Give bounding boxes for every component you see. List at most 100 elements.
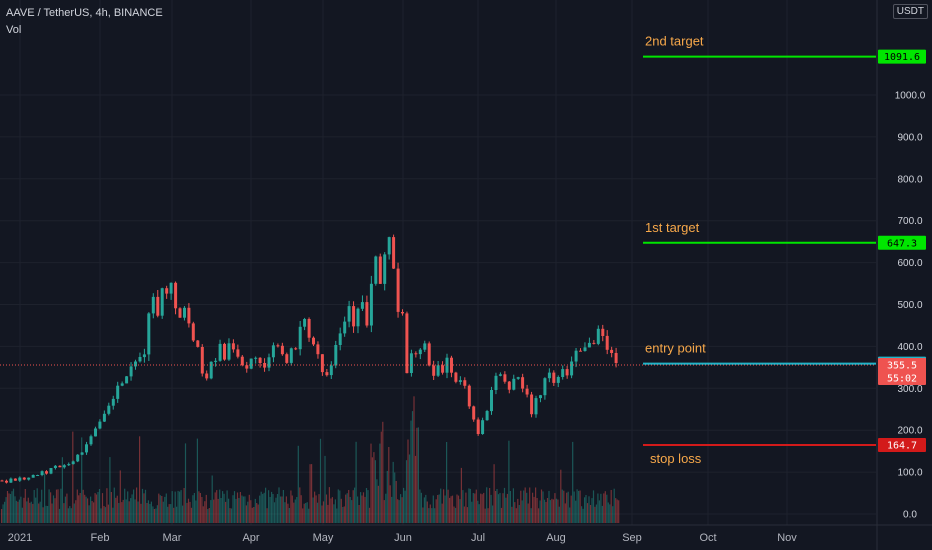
candle-body[interactable]	[454, 372, 458, 382]
candle-body[interactable]	[58, 465, 62, 468]
candle-body[interactable]	[387, 237, 391, 255]
candle-body[interactable]	[294, 348, 298, 350]
candle-body[interactable]	[565, 369, 569, 376]
candle-body[interactable]	[325, 372, 329, 376]
candle-body[interactable]	[62, 465, 66, 468]
candle-body[interactable]	[476, 419, 480, 435]
candle-body[interactable]	[147, 313, 151, 355]
candle-body[interactable]	[503, 374, 507, 382]
candle-body[interactable]	[583, 347, 587, 351]
candle-body[interactable]	[67, 464, 71, 466]
candle-body[interactable]	[245, 365, 249, 369]
candle-body[interactable]	[31, 475, 35, 478]
candle-body[interactable]	[22, 477, 26, 480]
candle-body[interactable]	[512, 378, 516, 390]
candle-body[interactable]	[409, 353, 413, 373]
candle-body[interactable]	[49, 468, 53, 474]
candle-body[interactable]	[178, 308, 182, 318]
candle-body[interactable]	[601, 328, 605, 336]
candle-body[interactable]	[160, 288, 164, 316]
candle-body[interactable]	[614, 353, 618, 363]
candle-body[interactable]	[120, 383, 124, 386]
candle-body[interactable]	[80, 452, 84, 455]
candle-body[interactable]	[521, 377, 525, 389]
candle-body[interactable]	[289, 348, 293, 363]
candle-body[interactable]	[156, 296, 160, 316]
candle-body[interactable]	[516, 377, 520, 379]
candle-body[interactable]	[303, 319, 307, 327]
candle-body[interactable]	[280, 345, 284, 355]
candle-body[interactable]	[570, 361, 574, 376]
candle-body[interactable]	[436, 365, 440, 376]
candle-body[interactable]	[360, 302, 364, 309]
candle-body[interactable]	[209, 361, 213, 379]
candle-body[interactable]	[174, 282, 178, 309]
candle-body[interactable]	[218, 343, 222, 361]
candle-body[interactable]	[94, 428, 97, 437]
candle-body[interactable]	[45, 471, 48, 474]
candle-body[interactable]	[405, 313, 409, 374]
candle-body[interactable]	[13, 478, 17, 481]
candle-body[interactable]	[165, 288, 169, 294]
candle-body[interactable]	[249, 358, 253, 369]
candle-body[interactable]	[116, 385, 120, 399]
candle-body[interactable]	[498, 374, 502, 376]
candle-body[interactable]	[316, 344, 320, 355]
candle-body[interactable]	[258, 357, 262, 363]
candle-body[interactable]	[396, 268, 400, 312]
candle-body[interactable]	[53, 465, 57, 468]
candle-body[interactable]	[365, 302, 369, 326]
symbol-title[interactable]: AAVE / TetherUS, 4h, BINANCE	[6, 7, 163, 19]
candle-body[interactable]	[142, 354, 146, 358]
candle-body[interactable]	[561, 369, 565, 377]
candle-body[interactable]	[539, 395, 542, 399]
candle-body[interactable]	[494, 375, 498, 390]
candle-body[interactable]	[227, 343, 231, 360]
candle-body[interactable]	[592, 342, 596, 344]
candle-body[interactable]	[169, 282, 173, 294]
candle-body[interactable]	[138, 357, 142, 362]
candle-body[interactable]	[231, 343, 235, 350]
candle-body[interactable]	[334, 345, 338, 366]
candle-body[interactable]	[374, 256, 378, 284]
candle-body[interactable]	[236, 349, 240, 357]
candle-body[interactable]	[490, 390, 493, 412]
candle-body[interactable]	[343, 321, 347, 334]
candle-body[interactable]	[183, 307, 186, 318]
candle-body[interactable]	[547, 372, 551, 379]
candle-body[interactable]	[392, 237, 396, 269]
candle-body[interactable]	[418, 349, 422, 355]
candle-body[interactable]	[196, 340, 200, 347]
candle-body[interactable]	[414, 353, 418, 355]
candle-body[interactable]	[276, 345, 280, 347]
candle-body[interactable]	[432, 365, 436, 376]
candle-body[interactable]	[463, 380, 467, 386]
candle-body[interactable]	[102, 413, 106, 422]
candle-body[interactable]	[76, 454, 80, 462]
candle-body[interactable]	[9, 478, 13, 483]
candle-body[interactable]	[187, 307, 191, 324]
candle-body[interactable]	[356, 308, 360, 327]
candle-body[interactable]	[610, 349, 614, 353]
candle-body[interactable]	[40, 471, 44, 475]
candle-body[interactable]	[71, 461, 75, 465]
candle-body[interactable]	[5, 480, 8, 483]
candle-body[interactable]	[254, 357, 258, 359]
candle-body[interactable]	[458, 380, 462, 382]
candle-body[interactable]	[98, 421, 102, 429]
currency-badge[interactable]: USDT	[892, 4, 928, 19]
candle-body[interactable]	[214, 360, 218, 362]
candle-body[interactable]	[596, 328, 600, 344]
candle-body[interactable]	[36, 475, 40, 476]
candle-body[interactable]	[271, 345, 275, 358]
candle-body[interactable]	[111, 398, 115, 406]
candle-body[interactable]	[329, 365, 333, 376]
candle-body[interactable]	[574, 350, 578, 362]
candle-body[interactable]	[352, 306, 356, 327]
candle-body[interactable]	[191, 323, 195, 341]
candle-body[interactable]	[0, 480, 4, 482]
candle-body[interactable]	[338, 333, 342, 345]
candle-body[interactable]	[85, 444, 88, 453]
candle-body[interactable]	[151, 296, 155, 314]
